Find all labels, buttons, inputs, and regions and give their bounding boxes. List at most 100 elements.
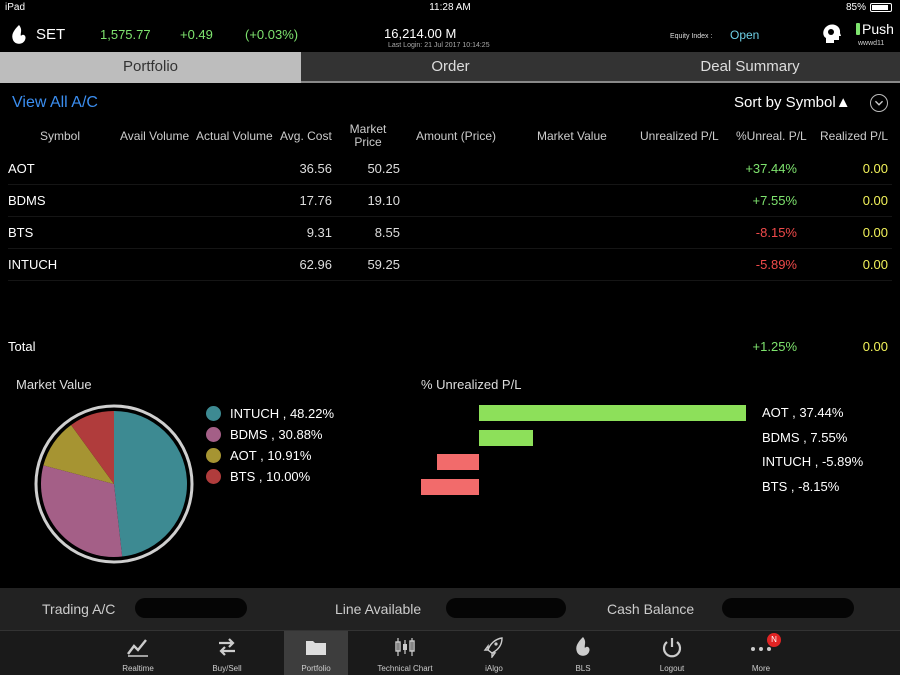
equity-index-status: Open (730, 28, 760, 42)
market-price-cell: 50.25 (367, 161, 400, 176)
notification-badge: N (767, 633, 781, 647)
candlestick-icon (395, 638, 415, 656)
legend-swatch-icon (206, 448, 221, 463)
pl-bar-intuch (436, 454, 479, 470)
market-price-cell: 19.10 (367, 193, 400, 208)
header-symbol: Symbol (40, 129, 81, 143)
nav-bls[interactable]: BLS (551, 631, 615, 675)
equity-index-label: Equity Index : (670, 33, 713, 40)
index-header: SET 1,575.77 +0.49 (+0.03%) 16,214.00 M … (0, 16, 900, 52)
realized-cell: 0.00 (862, 225, 888, 240)
clock: 11:28 AM (429, 2, 471, 13)
header-unrealized-pl: Unrealized P/L (640, 129, 719, 143)
market-value-pie-chart (34, 404, 194, 564)
username: wwwd11 (858, 40, 885, 47)
unrealized-pl-chart-title: % Unrealized P/L (421, 377, 522, 392)
view-all-accounts-link[interactable]: View All A/C (12, 94, 98, 111)
pie-slice-bts (71, 411, 114, 484)
redacted-trading-account (135, 598, 247, 618)
total-label: Total (8, 339, 36, 354)
index-volume: 16,214.00 M (384, 26, 457, 41)
tab-order[interactable]: Order (431, 58, 470, 75)
table-row[interactable]: BDMS 17.76 19.10 +7.55% 0.00 (8, 185, 892, 217)
header-amount-price: Amount (Price) (416, 129, 497, 143)
line-available-label: Line Available (335, 601, 422, 617)
market-value-chart-title: Market Value (16, 377, 92, 392)
header-realized-pl: Realized P/L (820, 129, 889, 143)
avg-cost-cell: 62.96 (299, 257, 332, 272)
market-price-cell: 8.55 (374, 225, 400, 240)
avg-cost-cell: 36.56 (299, 161, 332, 176)
trading-account-label: Trading A/C (42, 601, 116, 617)
symbol-cell: BDMS (8, 193, 46, 208)
pl-bar-label: BDMS , 7.55% (762, 429, 848, 445)
avg-cost-cell: 17.76 (299, 193, 332, 208)
total-pct-unrealized: +1.25% (752, 339, 797, 354)
nav-buy-sell[interactable]: Buy/Sell (195, 631, 259, 675)
pct-unrealized-cell: -8.15% (755, 225, 797, 240)
nav-ialgo[interactable]: iAlgo (462, 631, 526, 675)
buy-sell-arrows-icon (219, 638, 235, 656)
rocket-icon (483, 637, 503, 658)
pl-bar-label: BTS , -8.15% (762, 478, 840, 494)
header-pct-unrealized-pl: %Unreal. P/L (736, 129, 807, 143)
device-label: iPad (5, 2, 26, 13)
header-actual-volume: Actual Volume (196, 129, 273, 143)
symbol-cell: BTS (8, 225, 34, 240)
realized-cell: 0.00 (862, 161, 888, 176)
nav-technical-chart[interactable]: Technical Chart (373, 631, 437, 675)
index-name: SET (36, 26, 66, 43)
sort-chevron-down-icon[interactable] (870, 94, 888, 112)
portfolio-folder-icon (306, 641, 326, 655)
status-bar: iPad 11:28 AM 85% (0, 0, 900, 16)
sort-by-symbol[interactable]: Sort by Symbol▲ (734, 94, 851, 111)
pie-slice-bdms (41, 465, 123, 557)
table-row[interactable]: AOT 36.56 50.25 +37.44% 0.00 (8, 153, 892, 185)
nav-realtime[interactable]: Realtime (106, 631, 170, 675)
header-avail-volume: Avail Volume (120, 129, 190, 143)
push-indicator-icon (856, 23, 860, 35)
avg-cost-cell: 9.31 (306, 225, 332, 240)
bls-logo-icon (576, 637, 590, 656)
header-market-value: Market Value (537, 129, 607, 143)
tab-portfolio[interactable]: Portfolio (0, 52, 301, 83)
symbol-cell: INTUCH (8, 257, 58, 272)
realized-cell: 0.00 (862, 193, 888, 208)
table-row[interactable]: INTUCH 62.96 59.25 -5.89% 0.00 (8, 249, 892, 281)
bls-logo-icon (12, 25, 26, 44)
section-tabs: Portfolio Order Deal Summary (0, 52, 900, 83)
last-login: Last Login: 21 Jul 2017 10:14:25 (388, 42, 490, 49)
pct-unrealized-cell: +7.55% (752, 193, 797, 208)
index-change: +0.49 (180, 27, 213, 42)
pl-bar-bdms (479, 429, 533, 446)
brain-icon[interactable] (820, 22, 844, 46)
legend-item: INTUCH , 48.22% (206, 404, 334, 425)
pie-slice-aot (43, 424, 114, 484)
pl-bar-label: INTUCH , -5.89% (762, 454, 864, 469)
push-toggle[interactable]: Push (856, 21, 894, 37)
pct-unrealized-cell: -5.89% (755, 257, 797, 272)
nav-portfolio[interactable]: Portfolio (284, 631, 348, 675)
realized-cell: 0.00 (862, 257, 888, 272)
pie-legend: INTUCH , 48.22% BDMS , 30.88% AOT , 10.9… (206, 404, 334, 488)
realtime-chart-icon (127, 639, 148, 657)
table-row[interactable]: BTS 9.31 8.55 -8.15% 0.00 (8, 217, 892, 249)
legend-item: AOT , 10.91% (206, 446, 334, 467)
legend-item: BTS , 10.00% (206, 467, 334, 488)
account-summary-bar: Trading A/C Line Available Cash Balance (0, 588, 900, 630)
more-dots-icon (751, 647, 771, 651)
total-realized: 0.00 (862, 339, 888, 354)
pie-slice-intuch (114, 411, 187, 557)
pl-bar-bts (420, 478, 479, 495)
legend-item: BDMS , 30.88% (206, 425, 334, 446)
index-value: 1,575.77 (100, 27, 151, 42)
redacted-line-available (446, 598, 566, 618)
battery-percent: 85% (845, 2, 866, 13)
legend-swatch-icon (206, 427, 221, 442)
pl-bar-aot (479, 405, 746, 421)
nav-more[interactable]: N More (729, 631, 793, 675)
nav-logout[interactable]: Logout (640, 631, 704, 675)
battery-icon (870, 3, 892, 12)
header-market-price: Market Price (349, 122, 387, 149)
tab-deal-summary[interactable]: Deal Summary (700, 58, 800, 75)
